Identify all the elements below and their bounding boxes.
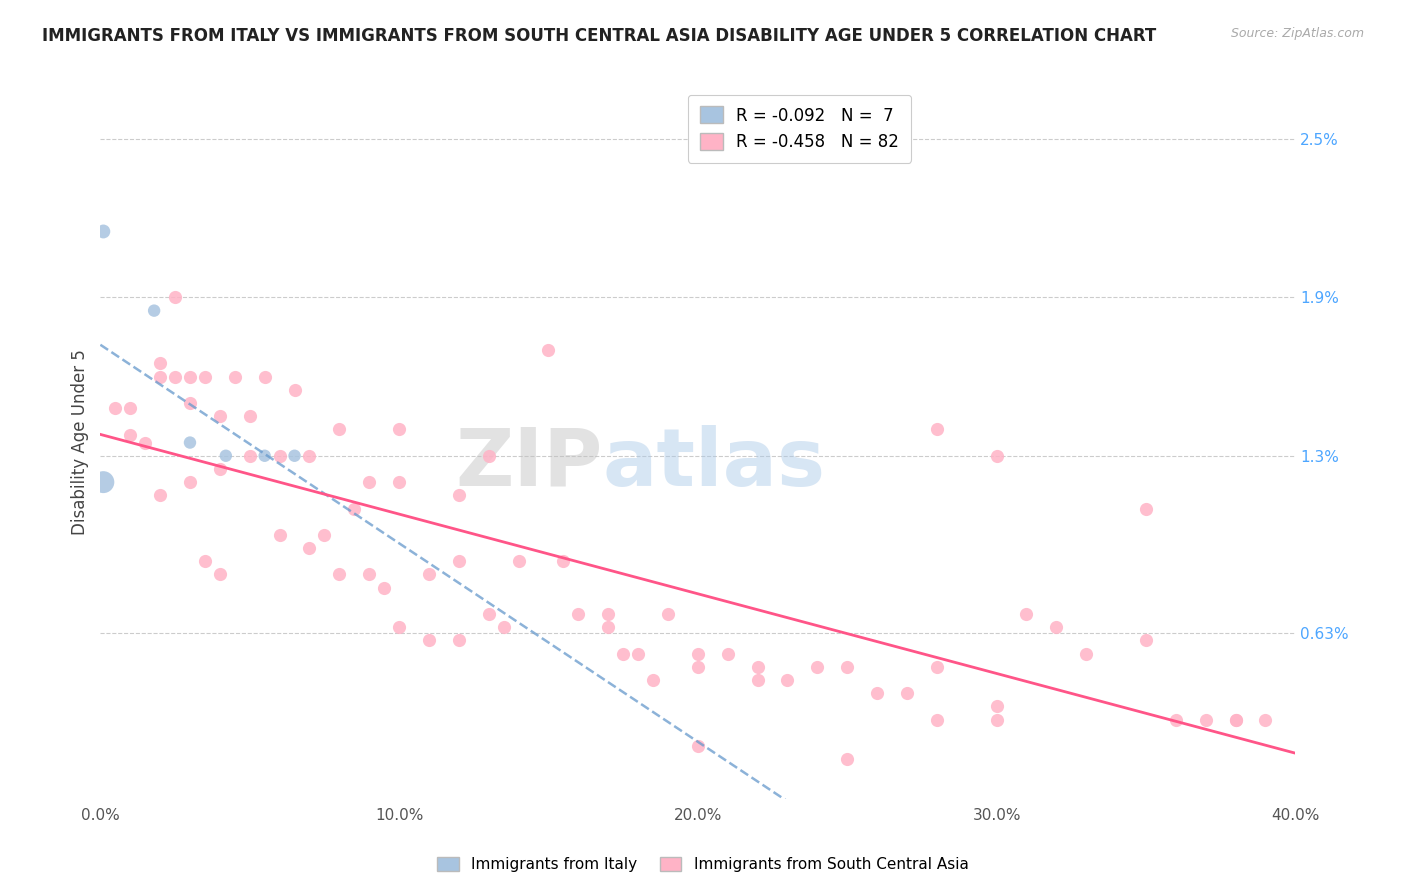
Point: [179, 396, 201, 410]
Point: [986, 449, 1008, 463]
Point: [492, 620, 515, 634]
Point: [657, 607, 679, 621]
Point: [194, 369, 217, 384]
Point: [627, 647, 650, 661]
Point: [269, 449, 291, 463]
Text: ZIP: ZIP: [456, 425, 602, 503]
Point: [143, 303, 166, 318]
Point: [418, 633, 440, 648]
Point: [328, 567, 350, 582]
Text: Source: ZipAtlas.com: Source: ZipAtlas.com: [1230, 27, 1364, 40]
Point: [253, 369, 276, 384]
Point: [359, 567, 381, 582]
Point: [1135, 501, 1157, 516]
Point: [1015, 607, 1038, 621]
Point: [537, 343, 560, 358]
Text: atlas: atlas: [602, 425, 825, 503]
Point: [686, 660, 709, 674]
Point: [1045, 620, 1067, 634]
Point: [925, 422, 948, 436]
Point: [717, 647, 740, 661]
Point: [328, 422, 350, 436]
Point: [91, 475, 114, 490]
Point: [208, 462, 231, 476]
Point: [253, 449, 276, 463]
Point: [1076, 647, 1098, 661]
Point: [641, 673, 664, 687]
Point: [478, 607, 501, 621]
Point: [447, 554, 470, 568]
Point: [239, 409, 262, 424]
Point: [134, 435, 156, 450]
Point: [925, 713, 948, 727]
Point: [179, 435, 201, 450]
Point: [1225, 713, 1247, 727]
Point: [776, 673, 799, 687]
Point: [388, 475, 411, 490]
Point: [598, 620, 620, 634]
Point: [298, 541, 321, 555]
Point: [298, 449, 321, 463]
Y-axis label: Disability Age Under 5: Disability Age Under 5: [72, 350, 89, 535]
Point: [806, 660, 828, 674]
Point: [1254, 713, 1277, 727]
Point: [208, 409, 231, 424]
Point: [120, 401, 142, 416]
Point: [837, 752, 859, 766]
Point: [598, 607, 620, 621]
Point: [1164, 713, 1187, 727]
Point: [239, 449, 262, 463]
Point: [194, 554, 217, 568]
Point: [896, 686, 918, 700]
Point: [373, 581, 395, 595]
Point: [343, 501, 366, 516]
Point: [120, 427, 142, 442]
Point: [747, 673, 769, 687]
Point: [686, 647, 709, 661]
Point: [283, 383, 305, 397]
Point: [553, 554, 575, 568]
Point: [149, 356, 172, 370]
Legend: R = -0.092   N =  7, R = -0.458   N = 82: R = -0.092 N = 7, R = -0.458 N = 82: [688, 95, 911, 162]
Point: [508, 554, 530, 568]
Point: [866, 686, 889, 700]
Point: [925, 660, 948, 674]
Point: [179, 475, 201, 490]
Point: [1135, 633, 1157, 648]
Point: [283, 449, 305, 463]
Text: IMMIGRANTS FROM ITALY VS IMMIGRANTS FROM SOUTH CENTRAL ASIA DISABILITY AGE UNDER: IMMIGRANTS FROM ITALY VS IMMIGRANTS FROM…: [42, 27, 1156, 45]
Point: [224, 369, 246, 384]
Point: [418, 567, 440, 582]
Point: [314, 528, 336, 542]
Point: [104, 401, 127, 416]
Point: [478, 449, 501, 463]
Point: [986, 713, 1008, 727]
Point: [215, 449, 238, 463]
Point: [179, 369, 201, 384]
Point: [1225, 713, 1247, 727]
Point: [1195, 713, 1218, 727]
Point: [686, 739, 709, 753]
Point: [447, 633, 470, 648]
Point: [208, 567, 231, 582]
Point: [269, 528, 291, 542]
Point: [91, 225, 114, 239]
Point: [149, 369, 172, 384]
Point: [447, 488, 470, 502]
Point: [986, 699, 1008, 714]
Legend: Immigrants from Italy, Immigrants from South Central Asia: Immigrants from Italy, Immigrants from S…: [430, 849, 976, 880]
Point: [837, 660, 859, 674]
Point: [359, 475, 381, 490]
Point: [388, 620, 411, 634]
Point: [612, 647, 634, 661]
Point: [388, 422, 411, 436]
Point: [163, 290, 186, 304]
Point: [747, 660, 769, 674]
Point: [163, 369, 186, 384]
Point: [567, 607, 589, 621]
Point: [149, 488, 172, 502]
